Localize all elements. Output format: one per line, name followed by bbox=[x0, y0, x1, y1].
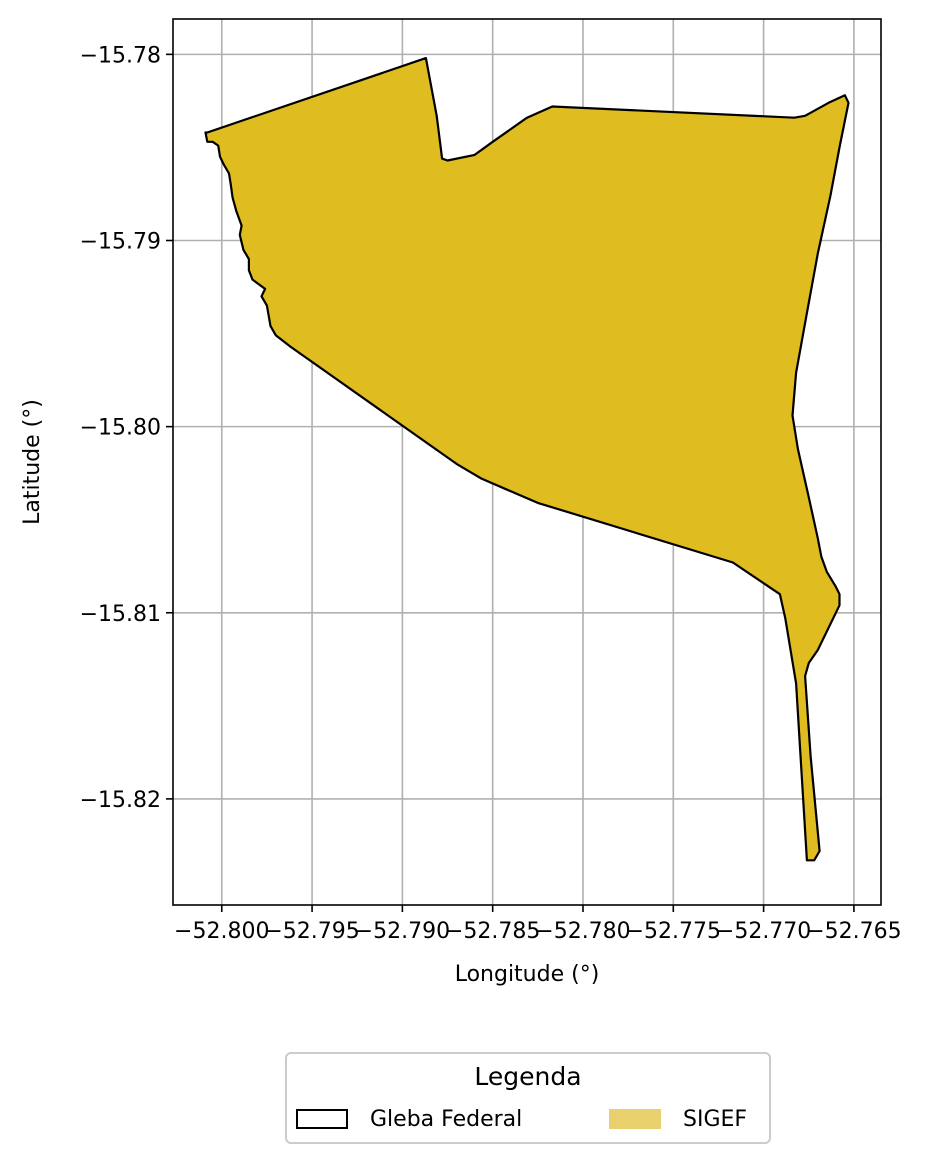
legend-item-sigef: SIGEF bbox=[609, 1104, 747, 1134]
legend: Legenda Gleba Federal SIGEF bbox=[285, 1052, 771, 1144]
legend-swatch-gleba-federal bbox=[296, 1109, 348, 1129]
y-tick-label: −15.82 bbox=[80, 788, 161, 813]
x-tick-label: −52.800 bbox=[174, 919, 269, 944]
legend-swatch-sigef bbox=[609, 1109, 661, 1129]
legend-title: Legenda bbox=[474, 1062, 582, 1091]
x-tick-label: −52.775 bbox=[626, 919, 721, 944]
y-axis-title: Latitude (°) bbox=[20, 399, 45, 525]
x-tick-label: −52.780 bbox=[535, 919, 630, 944]
legend-item-gleba-federal: Gleba Federal bbox=[296, 1104, 522, 1134]
legend-label-gleba-federal: Gleba Federal bbox=[370, 1106, 523, 1132]
map-layer bbox=[204, 56, 850, 862]
x-axis-title: Longitude (°) bbox=[455, 962, 600, 987]
y-tick-label: −15.79 bbox=[80, 230, 161, 255]
y-tick-label: −15.78 bbox=[80, 43, 161, 68]
axis-ticks: −52.800−52.795−52.790−52.785−52.780−52.7… bbox=[80, 43, 902, 944]
y-tick-label: −15.80 bbox=[80, 416, 161, 441]
x-tick-label: −52.770 bbox=[716, 919, 811, 944]
x-tick-label: −52.765 bbox=[806, 919, 901, 944]
sigef-parcel-polygon bbox=[204, 56, 850, 862]
legend-label-sigef: SIGEF bbox=[683, 1106, 748, 1132]
plot-frame bbox=[172, 18, 882, 906]
x-tick-label: −52.795 bbox=[264, 919, 359, 944]
x-tick-label: −52.790 bbox=[355, 919, 450, 944]
x-tick-label: −52.785 bbox=[445, 919, 540, 944]
y-tick-label: −15.81 bbox=[80, 602, 161, 627]
map-figure: −52.800−52.795−52.790−52.785−52.780−52.7… bbox=[20, 18, 902, 987]
